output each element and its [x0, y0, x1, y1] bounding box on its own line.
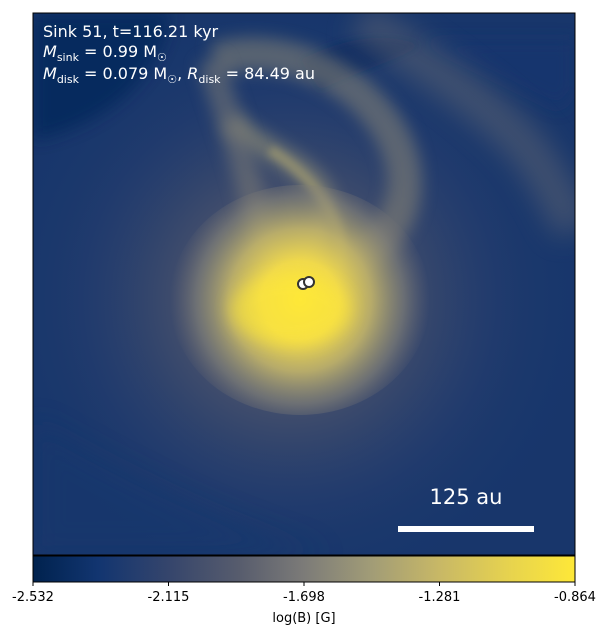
sink-mass: Msink = 0.99 M☉ — [43, 42, 167, 64]
colorbar-gradient — [32, 555, 576, 583]
dark-streak-right — [420, 40, 575, 110]
colorbar-ticks: -2.532 -2.115 -1.698 -1.281 -0.864 — [12, 582, 596, 605]
colorbar-tick-label: -1.698 — [283, 590, 325, 605]
dark-lobe-lower — [33, 420, 330, 555]
dark-region-upper-left — [33, 13, 170, 140]
colorbar-tick-label: -2.532 — [12, 590, 54, 605]
disk-properties: Mdisk = 0.079 M☉, Rdisk = 84.49 au — [43, 64, 315, 86]
sink-marker — [303, 276, 315, 288]
colorbar-tick-label: -2.115 — [148, 590, 190, 605]
disk-core — [230, 275, 350, 345]
sink-title: Sink 51, t=116.21 kyr — [43, 22, 219, 41]
colorbar: -2.532 -2.115 -1.698 -1.281 -0.864 log(B) [G… — [12, 555, 596, 626]
colorbar-tick-label: -1.281 — [419, 590, 461, 605]
spiral-filament-right — [348, 13, 575, 239]
colorbar-label: log(B) [G] — [272, 611, 335, 626]
colorbar-tick-label: -0.864 — [554, 590, 596, 605]
magnetic-field-map — [33, 13, 575, 555]
scale-bar-label: 125 au — [430, 485, 503, 509]
scale-bar — [398, 526, 534, 532]
sink-markers — [297, 276, 315, 290]
plot-frame — [32, 12, 576, 556]
